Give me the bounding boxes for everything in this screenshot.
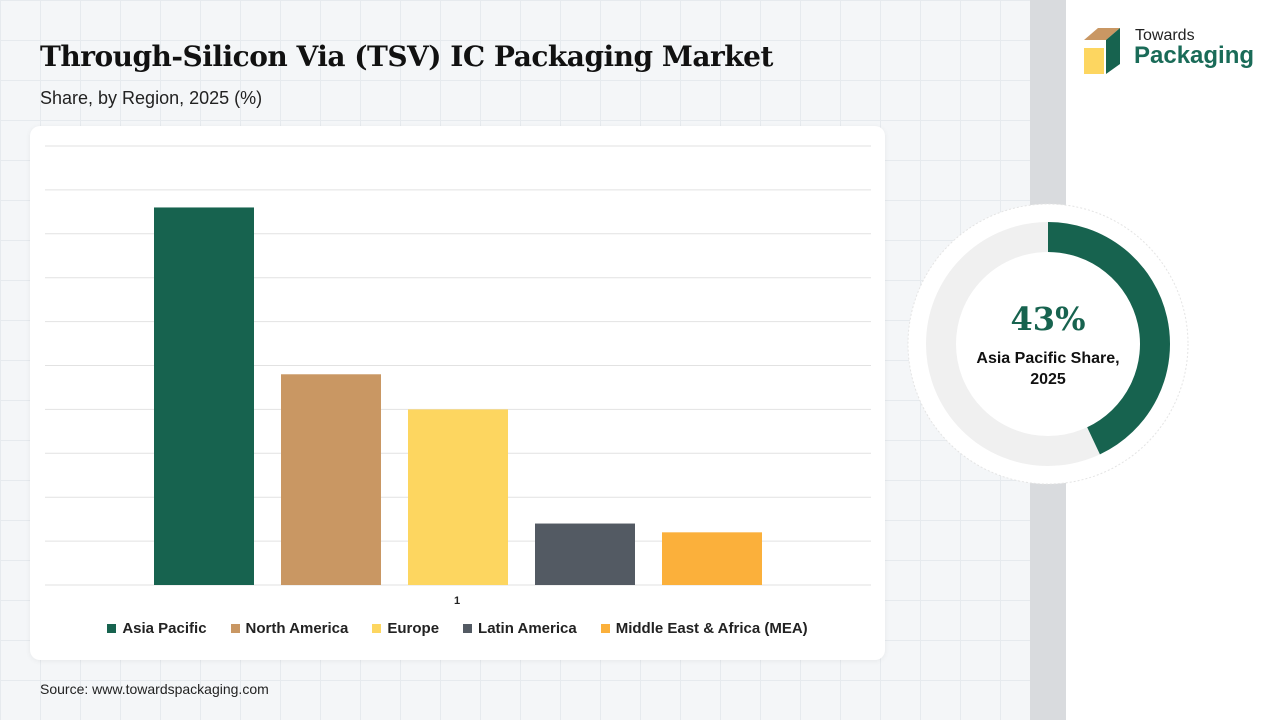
legend-item: Latin America xyxy=(463,620,577,637)
legend-item: North America xyxy=(230,620,349,637)
chart-title: Through-Silicon Via (TSV) IC Packaging M… xyxy=(40,40,773,73)
towards-packaging-logo-icon xyxy=(1084,28,1120,74)
legend-swatch xyxy=(107,624,117,633)
legend-item: Middle East & Africa (MEA) xyxy=(600,620,808,637)
legend-item: Europe xyxy=(372,620,439,637)
legend-label: Europe xyxy=(387,620,440,637)
legend-label: Latin America xyxy=(478,620,577,637)
share-donut xyxy=(907,203,1189,485)
legend-label: Asia Pacific xyxy=(122,620,207,637)
highlight-label-line1: Asia Pacific Share, xyxy=(976,350,1120,367)
logo-text-towards: Towards xyxy=(1135,27,1195,44)
chart-subtitle: Share, by Region, 2025 (%) xyxy=(40,88,263,108)
legend-label: North America xyxy=(245,620,349,637)
source-note: Source: www.towardspackaging.com xyxy=(40,681,269,697)
highlight-value: 43% xyxy=(1010,300,1086,338)
legend-label: Middle East & Africa (MEA) xyxy=(615,620,808,637)
highlight-label-line2: 2025 xyxy=(1030,371,1066,388)
highlight-label: Asia Pacific Share, 2025 xyxy=(948,348,1148,390)
bar-north-america xyxy=(281,374,381,585)
legend-swatch xyxy=(230,624,240,633)
legend: Asia Pacific North America Europe Latin Ame… xyxy=(0,620,915,637)
legend-swatch xyxy=(372,624,382,633)
donut-arc-asia-pacific xyxy=(1047,222,1170,455)
legend-item: Asia Pacific xyxy=(107,620,207,637)
bar-chart: 1 xyxy=(45,145,871,607)
bar-middle-east-africa-mea- xyxy=(662,532,762,585)
bar-latin-america xyxy=(535,523,635,585)
bar-europe xyxy=(408,409,508,585)
logo-text-packaging: Packaging xyxy=(1134,42,1255,69)
x-tick-label: 1 xyxy=(454,595,460,607)
legend-swatch xyxy=(600,624,610,633)
bar-asia-pacific xyxy=(154,207,254,585)
legend-swatch xyxy=(463,624,473,633)
